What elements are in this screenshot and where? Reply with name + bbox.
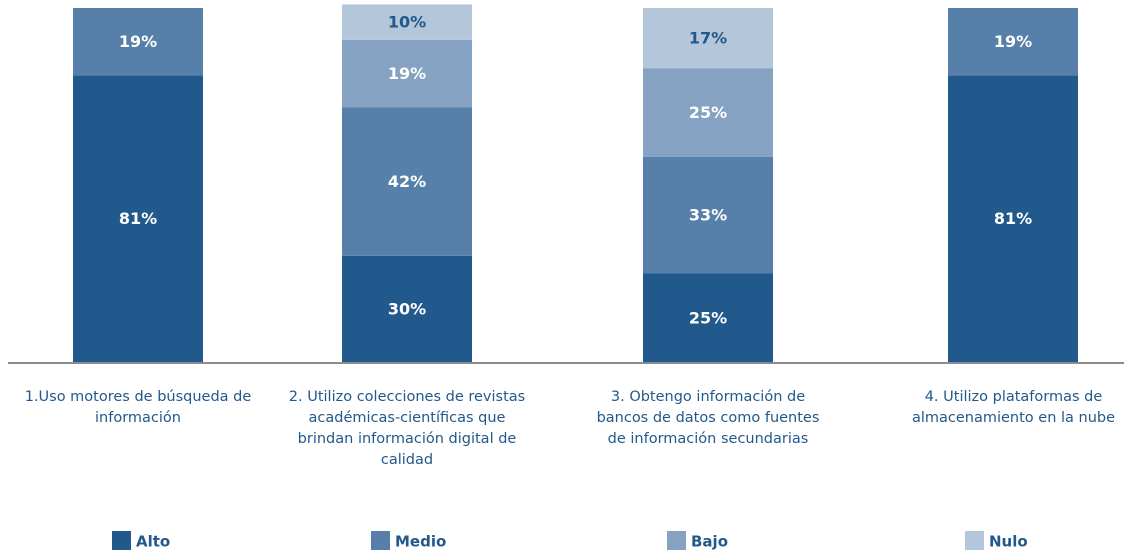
legend-label: Medio	[395, 533, 446, 551]
bar-segment	[643, 68, 773, 157]
data-label: 25%	[689, 308, 727, 327]
bar-segment	[342, 4, 472, 40]
legend-swatch	[112, 531, 131, 550]
x-tick-label: 1.Uso motores de búsqueda de información	[24, 389, 252, 426]
data-label: 81%	[994, 209, 1032, 228]
legend-label: Alto	[136, 533, 170, 551]
bar-segment	[948, 75, 1078, 362]
data-label: 10%	[388, 13, 426, 32]
data-label: 25%	[689, 103, 727, 122]
data-label: 81%	[119, 209, 157, 228]
x-tick-label: 4. Utilizo plataformas de almacenamiento…	[911, 389, 1116, 426]
data-label: 42%	[388, 172, 426, 191]
legend-label: Bajo	[691, 533, 728, 551]
bar-segment	[948, 8, 1078, 76]
x-tick-label: 3. Obtengo información de bancos de dato…	[596, 389, 820, 447]
data-label: 33%	[689, 206, 727, 225]
data-label: 19%	[119, 32, 157, 51]
legend-swatch	[371, 531, 390, 550]
legend-swatch	[965, 531, 984, 550]
bar-segment	[73, 8, 203, 76]
data-label: 19%	[388, 64, 426, 83]
bar-segment	[342, 39, 472, 108]
data-label: 19%	[994, 32, 1032, 51]
x-tick-label: 2. Utilizo colecciones de revistas acadé…	[288, 389, 526, 468]
bar-segment	[342, 107, 472, 256]
legend-label: Nulo	[989, 533, 1028, 551]
legend-swatch	[667, 531, 686, 550]
bar-segment	[342, 255, 472, 362]
data-label: 17%	[689, 29, 727, 48]
bar-segment	[73, 75, 203, 362]
bar-segment	[643, 156, 773, 274]
bar-segment	[643, 8, 773, 69]
data-label: 30%	[388, 299, 426, 318]
bar-segment	[643, 273, 773, 362]
